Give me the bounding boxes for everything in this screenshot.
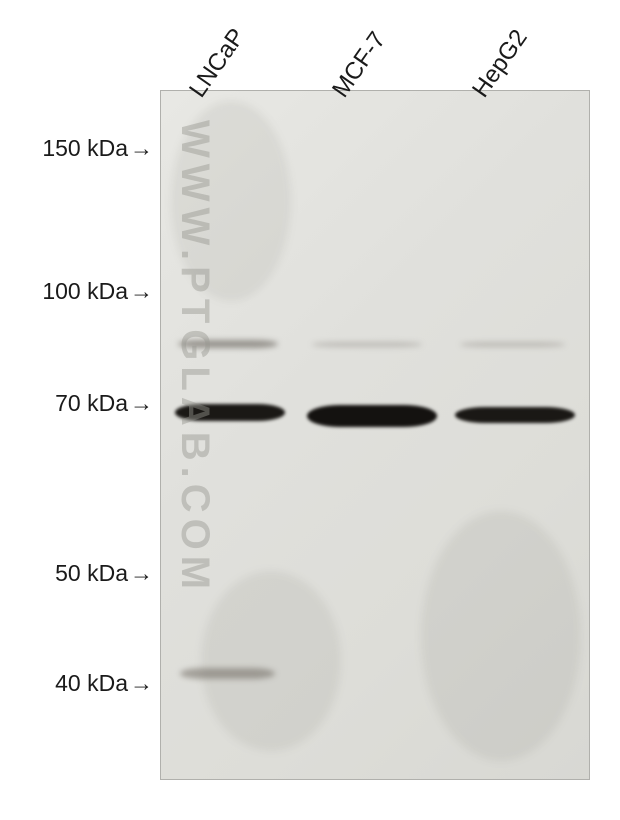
mw-marker-70: 70 kDa→ xyxy=(3,390,153,417)
band-hepg2-upper xyxy=(460,342,565,347)
mw-text: 40 kDa xyxy=(55,670,128,696)
arrow-icon: → xyxy=(130,560,153,587)
figure-container: LNCaP MCF-7 HepG2 150 kDa→ 100 kDa→ 70 k… xyxy=(0,0,620,820)
mw-marker-150: 150 kDa→ xyxy=(3,135,153,162)
mw-marker-50: 50 kDa→ xyxy=(3,560,153,587)
band-lncap-lower xyxy=(180,668,275,679)
band-lncap-main xyxy=(175,404,285,421)
arrow-icon: → xyxy=(130,670,153,697)
mw-text: 150 kDa xyxy=(42,135,128,161)
blot-noise xyxy=(421,511,581,761)
band-lncap-upper xyxy=(178,340,278,348)
mw-marker-100: 100 kDa→ xyxy=(3,278,153,305)
band-mcf7-main xyxy=(307,405,437,427)
mw-text: 70 kDa xyxy=(55,390,128,416)
arrow-icon: → xyxy=(130,278,153,305)
band-hepg2-main xyxy=(455,407,575,423)
arrow-icon: → xyxy=(130,135,153,162)
mw-text: 50 kDa xyxy=(55,560,128,586)
mw-text: 100 kDa xyxy=(42,278,128,304)
band-mcf7-upper xyxy=(312,342,422,347)
mw-marker-40: 40 kDa→ xyxy=(3,670,153,697)
blot-noise xyxy=(201,571,341,751)
blot-noise xyxy=(171,101,291,301)
arrow-icon: → xyxy=(130,390,153,417)
